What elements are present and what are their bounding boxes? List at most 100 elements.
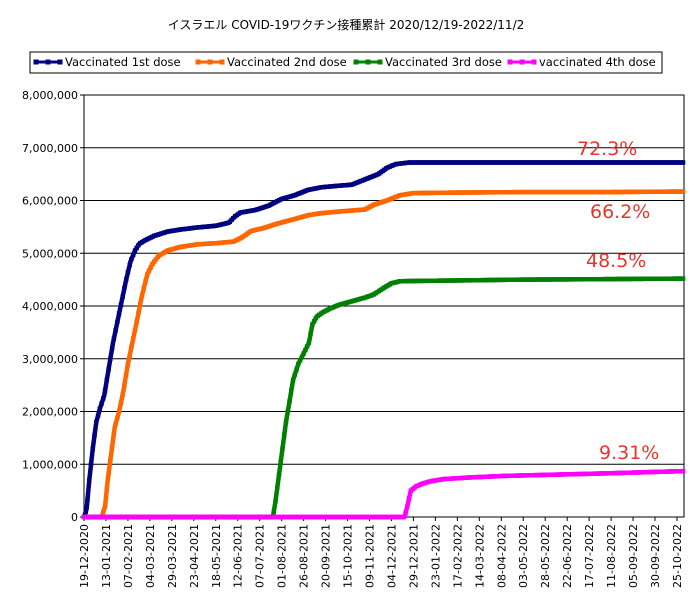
series-group <box>81 160 686 520</box>
legend-label-3: Vaccinated 3rd dose <box>385 55 502 69</box>
data-point <box>108 356 113 361</box>
legend-marker <box>519 59 525 65</box>
legend-marker <box>353 59 359 65</box>
data-point <box>273 499 278 504</box>
data-labels: 72.3% 66.2% 48.5% 9.31% <box>577 138 659 464</box>
data-point <box>297 358 303 363</box>
data-point <box>299 354 305 360</box>
data-point <box>276 472 282 477</box>
legend-marker <box>507 59 513 65</box>
data-point <box>120 392 125 397</box>
data-point <box>95 413 101 418</box>
x-tick-label: 19-12-2020 <box>78 524 91 588</box>
data-point <box>143 279 148 284</box>
data-point <box>124 277 129 282</box>
data-point <box>97 406 102 412</box>
data-point <box>92 433 97 438</box>
data-point <box>132 328 138 333</box>
data-point <box>111 431 117 437</box>
data-point <box>406 496 412 501</box>
x-tick-label: 30-09-2022 <box>649 524 662 588</box>
x-tick-label: 01-08-2021 <box>276 524 289 588</box>
data-point <box>122 382 127 388</box>
data-point <box>282 433 287 438</box>
x-tick-label: 29-03-2021 <box>166 524 179 588</box>
data-point <box>113 422 118 427</box>
pct-label-2: 66.2% <box>590 201 650 223</box>
x-tick-label: 14-03-2022 <box>473 524 486 588</box>
x-tick-label: 04-12-2021 <box>385 524 398 588</box>
data-point <box>125 361 131 367</box>
data-point <box>88 462 94 467</box>
x-tick-label: 26-08-2021 <box>298 524 311 588</box>
data-point <box>680 468 686 474</box>
data-point <box>304 344 310 349</box>
data-point <box>106 367 111 372</box>
data-point <box>115 415 120 420</box>
data-point <box>131 252 136 257</box>
data-point <box>310 322 315 327</box>
data-point <box>124 372 129 377</box>
data-point <box>131 336 136 341</box>
data-point <box>139 293 145 298</box>
data-point <box>153 257 159 262</box>
legend-marker <box>33 59 39 65</box>
data-point <box>113 328 118 333</box>
x-tick-label: 29-12-2021 <box>407 524 420 588</box>
data-point <box>306 340 312 346</box>
data-point <box>106 471 111 476</box>
data-point <box>101 396 106 401</box>
data-point <box>116 311 122 316</box>
legend-label-2: Vaccinated 2nd dose <box>227 55 347 69</box>
x-tick-label: 07-02-2021 <box>122 524 135 588</box>
x-tick-label: 07-07-2021 <box>254 524 267 588</box>
data-point <box>104 377 109 383</box>
x-tick-label: 25-10-2022 <box>671 524 684 588</box>
x-tick-label: 12-06-2021 <box>232 524 245 588</box>
legend-marker <box>219 59 225 65</box>
data-point <box>125 270 131 275</box>
data-point <box>104 486 109 492</box>
data-point <box>87 477 92 483</box>
data-point <box>129 344 134 350</box>
series-4 <box>81 468 686 520</box>
legend-box <box>29 51 663 74</box>
data-point <box>120 294 125 299</box>
y-axis: 0 1,000,000 2,000,000 3,000,000 4,000,000 5,0… <box>22 89 84 524</box>
data-point <box>102 388 108 393</box>
data-point <box>138 302 143 307</box>
data-point <box>134 245 139 251</box>
data-point <box>83 509 88 514</box>
data-point <box>115 319 120 324</box>
x-tick-label: 18-05-2021 <box>210 524 223 588</box>
legend-marker <box>365 59 371 65</box>
data-point <box>275 485 280 491</box>
series-1 <box>81 160 686 520</box>
pct-label-4: 9.31% <box>599 442 659 464</box>
x-tick-label: 20-09-2021 <box>320 524 333 588</box>
legend-label-4: vaccinated 4th dose <box>539 55 656 69</box>
data-point <box>680 276 686 281</box>
data-point <box>101 509 106 514</box>
legend-marker <box>207 59 213 65</box>
data-point <box>127 353 132 358</box>
data-point <box>136 310 141 316</box>
data-point <box>118 400 124 406</box>
x-tick-label: 28-05-2022 <box>539 524 552 588</box>
y-tick-label: 5,000,000 <box>22 247 78 260</box>
legend-marker <box>45 59 51 65</box>
y-tick-label: 0 <box>71 511 78 524</box>
data-point <box>132 248 138 253</box>
x-tick-label: 04-03-2021 <box>144 524 157 588</box>
chart-title: イスラエル COVID-19ワクチン接種累計 2020/12/19-2022/1… <box>168 17 525 32</box>
data-point <box>289 388 294 393</box>
series-2 <box>81 189 686 520</box>
y-tick-label: 2,000,000 <box>22 406 78 419</box>
data-point <box>108 458 113 463</box>
data-point <box>303 347 308 353</box>
pct-label-1: 72.3% <box>577 138 637 160</box>
data-point <box>141 286 146 291</box>
data-point <box>680 160 686 165</box>
y-tick-label: 4,000,000 <box>22 300 78 313</box>
data-point <box>287 398 292 404</box>
